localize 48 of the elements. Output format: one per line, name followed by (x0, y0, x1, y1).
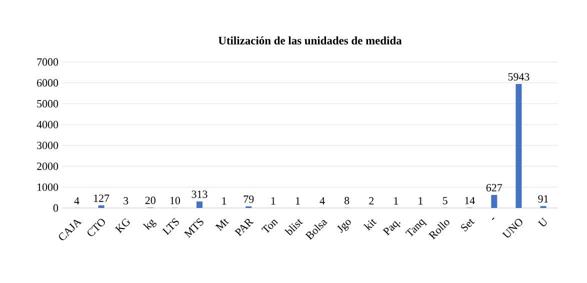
data-label: 5 (442, 197, 448, 204)
chart-title: Utilización de las unidades de medida (218, 36, 402, 45)
x-tick-label: - (492, 218, 494, 220)
x-tick-label: Ton (261, 220, 278, 234)
x-tick-label: PAR (234, 218, 254, 236)
x-tick-label: Jgo (336, 220, 351, 233)
y-tick-label: 1000 (38, 183, 58, 191)
data-label: 10 (170, 196, 180, 204)
y-tick-label: 6000 (37, 79, 58, 87)
x-tick-label: kg (142, 219, 156, 230)
data-label: 2 (369, 197, 374, 204)
x-tick-label: Paq. (382, 221, 401, 236)
bar (98, 205, 104, 208)
x-tick-label: LTS (162, 218, 179, 236)
data-label: 79 (244, 195, 254, 203)
data-label: 1 (418, 197, 423, 204)
y-tick-label: 5000 (37, 100, 58, 108)
data-label: 1 (394, 197, 398, 204)
data-label: 5943 (508, 73, 530, 81)
data-label: 627 (486, 184, 502, 192)
y-tick-label: 4000 (36, 120, 58, 128)
x-tick-label: kit (363, 219, 377, 231)
bar (516, 84, 522, 208)
data-label: 127 (94, 194, 110, 202)
y-tick-label: 0 (53, 204, 58, 212)
data-label: 1 (271, 197, 276, 204)
x-tick-label: Mt (215, 218, 229, 232)
data-label: 1 (222, 197, 226, 204)
data-label: 8 (344, 196, 350, 204)
data-label: 20 (145, 196, 156, 204)
x-tick-label: Set (461, 218, 475, 232)
data-label: 4 (320, 197, 325, 204)
data-label: 1 (296, 197, 300, 204)
data-label: 14 (465, 196, 475, 204)
bar (491, 194, 498, 208)
data-label: 3 (124, 197, 128, 204)
x-tick-label: Tanq (405, 219, 428, 236)
x-tick-label: U (538, 217, 547, 226)
y-tick-label: 3000 (37, 142, 58, 150)
data-label: 313 (192, 190, 208, 198)
y-tick-label: 2000 (37, 162, 58, 170)
y-tick-label: 7000 (37, 58, 58, 66)
x-tick-label: blist (284, 219, 303, 236)
data-label: 91 (538, 195, 548, 203)
x-tick-label: KG (114, 218, 130, 234)
data-label: 4 (74, 197, 80, 204)
bar (196, 201, 203, 208)
x-tick-label: CTO (88, 218, 105, 236)
